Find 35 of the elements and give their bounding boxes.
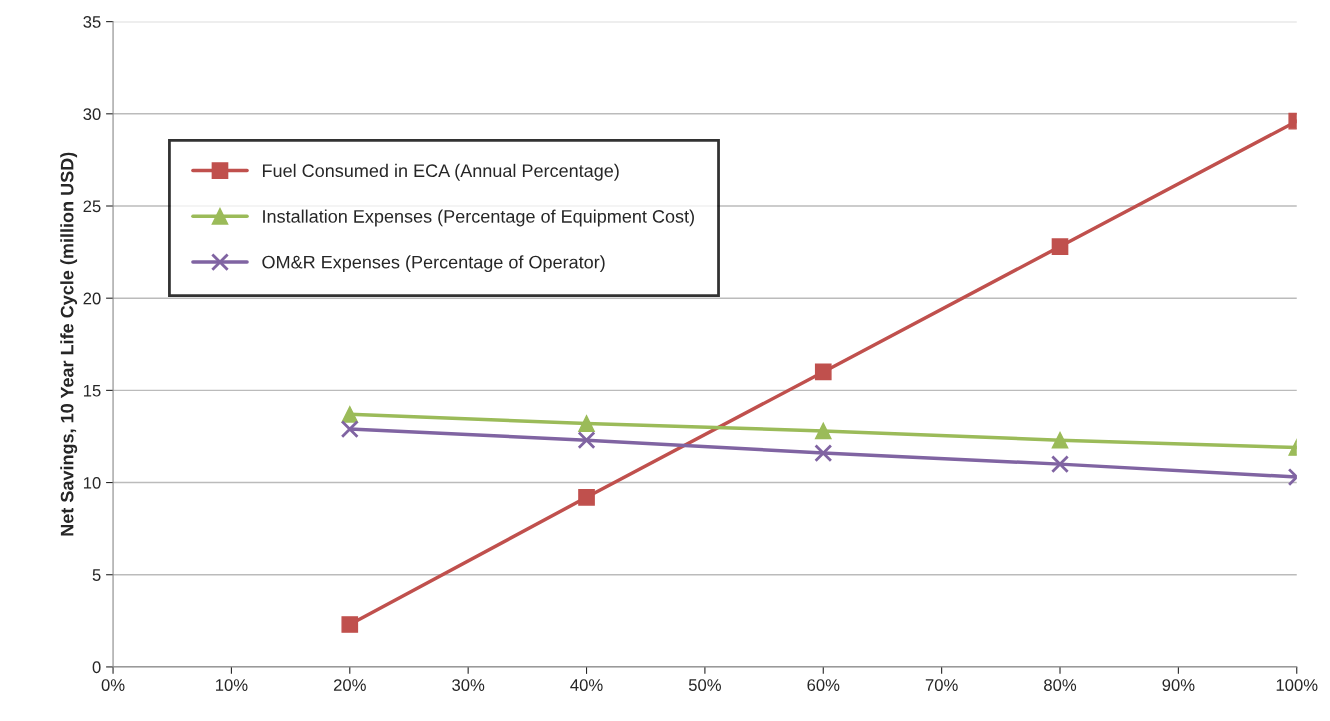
legend-label: Fuel Consumed in ECA (Annual Percentage) [262,163,619,181]
y-tick-label: 35 [83,16,101,28]
legend-label: Installation Expenses (Percentage of Equipment Cost) [263,209,694,227]
point [578,488,595,506]
x-tick-label: 50% [688,679,721,691]
x-tick-label: 70% [925,679,958,691]
x-tick-label: 40% [570,679,603,691]
point [341,616,359,633]
point [814,363,832,381]
legend-label: OM&R Expenses (Percentage of Operator) [262,255,605,273]
y-axis-title: Net Savings, 10 Year Life Cycle (million USD) [60,152,78,536]
x-tick-label: 60% [807,679,840,691]
point [1051,238,1069,255]
y-tick-label: 15 [83,384,101,397]
point [341,406,359,423]
point [577,431,596,450]
y-tick-label: 5 [92,569,101,581]
y-tick-label: 0 [92,661,101,674]
x-tick-label: 100% [1276,679,1318,691]
point [814,422,832,440]
y-tick-label: 10 [83,476,101,489]
y-tick-label: 25 [83,200,101,213]
point [340,420,359,439]
y-tick-label: 30 [83,108,101,121]
point [578,415,595,432]
point [1050,455,1070,474]
x-tick-label: 10% [216,679,248,691]
point [814,444,833,463]
x-tick-label: 80% [1044,679,1077,691]
x-tick-label: 90% [1162,679,1195,691]
x-tick-label: 30% [452,679,485,691]
y-tick-label: 20 [83,292,101,305]
x-tick-label: 0% [101,679,125,691]
x-tick-label: 20% [333,679,366,691]
point [1051,431,1069,449]
